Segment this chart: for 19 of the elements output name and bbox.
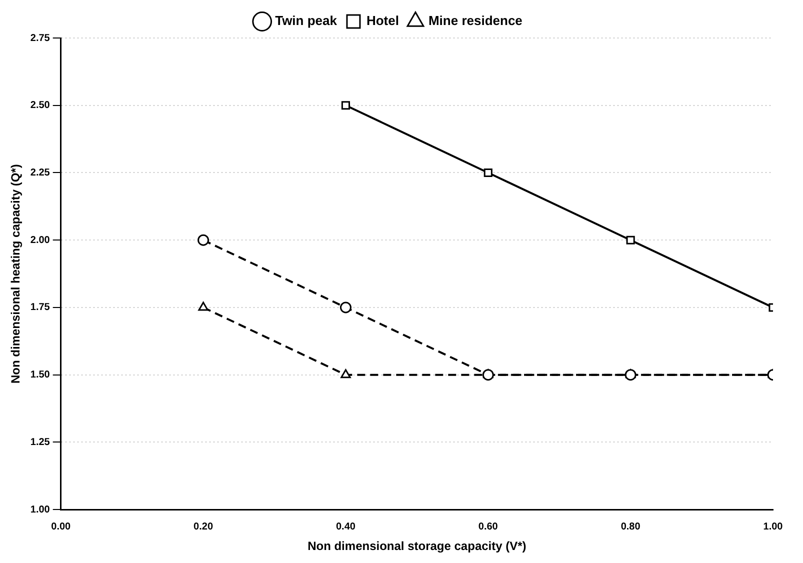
x-tick-label: 0.00 <box>51 521 72 532</box>
y-tick-label: 1.25 <box>30 436 50 448</box>
y-tick-label: 2.50 <box>30 100 50 112</box>
x-axis-title: Non dimensional storage capacity (V*) <box>308 539 526 554</box>
y-tick-label: 1.00 <box>30 504 50 516</box>
x-tick-label: 1.00 <box>763 521 784 532</box>
y-tick-label: 2.00 <box>30 234 50 246</box>
x-tick-label: 0.60 <box>478 521 498 532</box>
y-tick-label: 2.75 <box>30 32 50 44</box>
x-tick-label: 0.20 <box>194 521 214 532</box>
y-tick-label: 2.25 <box>30 167 50 178</box>
y-tick-label: 1.75 <box>30 302 50 314</box>
y-tick-label: 1.50 <box>30 370 50 381</box>
legend-label: Twin peak <box>275 13 338 28</box>
legend-label: Hotel <box>366 13 399 28</box>
x-tick-label: 0.80 <box>620 521 641 532</box>
x-tick-label: 0.40 <box>336 521 356 532</box>
y-axis-title: Non dimensional heating capacity (Q*) <box>8 164 23 384</box>
legend-label: Mine residence <box>428 13 522 28</box>
